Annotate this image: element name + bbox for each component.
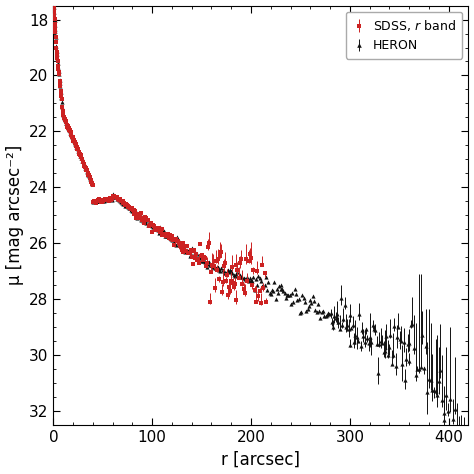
Y-axis label: μ [mag arcsec⁻²]: μ [mag arcsec⁻²] — [6, 145, 24, 285]
Legend: SDSS, $r$ band, HERON: SDSS, $r$ band, HERON — [346, 12, 462, 59]
X-axis label: r [arcsec]: r [arcsec] — [221, 450, 301, 468]
